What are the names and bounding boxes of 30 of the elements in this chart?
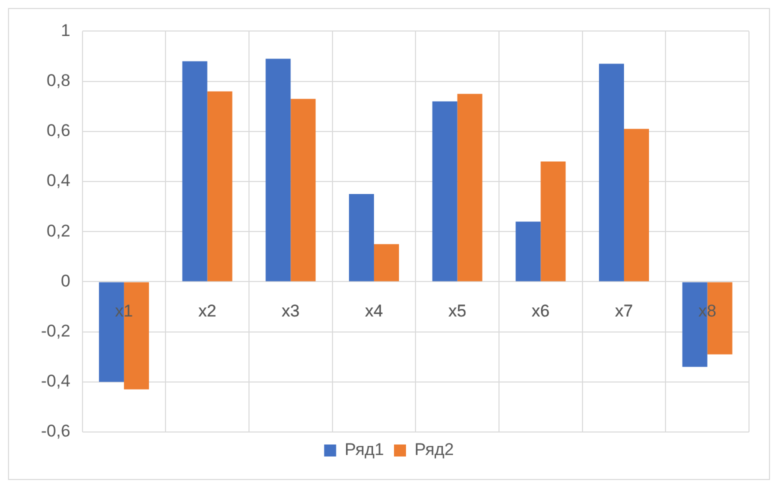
y-tick-label: -0,4 — [40, 372, 70, 391]
y-tick-label: 0 — [60, 271, 70, 290]
x-tick-label: x3 — [282, 302, 300, 321]
bar — [182, 61, 208, 282]
y-tick-label: -0,2 — [40, 321, 70, 340]
legend-label: Ряд2 — [414, 440, 454, 460]
y-tick-label: 0,2 — [46, 221, 70, 240]
bar — [457, 94, 482, 282]
bar — [207, 91, 232, 282]
x-tick-label: x2 — [198, 302, 216, 321]
bar — [348, 194, 374, 282]
bar — [516, 222, 541, 282]
x-tick-label: x4 — [364, 302, 383, 321]
x-tick-label: x6 — [532, 302, 550, 321]
bar — [374, 244, 399, 282]
bar — [290, 98, 316, 282]
bar — [432, 101, 458, 282]
x-tick-label: x7 — [615, 302, 633, 321]
y-tick-label: 0,6 — [46, 121, 70, 140]
bar — [624, 128, 649, 282]
y-tick-label: 1 — [60, 20, 70, 40]
y-tick-label: -0,6 — [40, 422, 70, 441]
x-tick-label: x5 — [448, 302, 466, 321]
legend-label: Ряд1 — [344, 440, 384, 460]
bar — [540, 161, 566, 282]
y-tick-label: 0,8 — [46, 70, 70, 90]
bar — [266, 58, 291, 282]
bar — [598, 64, 624, 282]
x-tick-label: x8 — [698, 302, 716, 321]
y-tick-label: 0,4 — [46, 171, 70, 190]
